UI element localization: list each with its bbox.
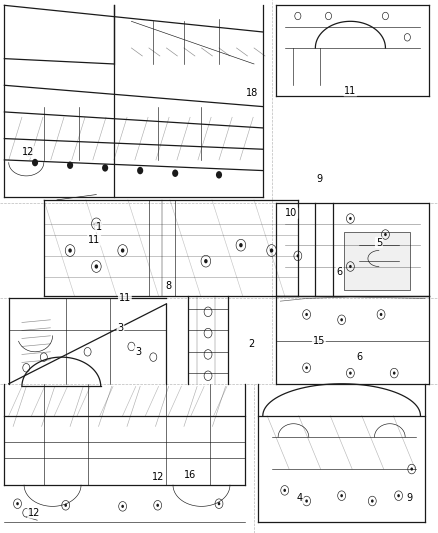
Circle shape (121, 505, 124, 508)
Circle shape (283, 489, 286, 492)
Text: 12: 12 (152, 472, 164, 482)
Circle shape (121, 248, 124, 253)
Text: 11: 11 (88, 235, 100, 245)
Text: 9: 9 (406, 494, 413, 503)
Circle shape (156, 504, 159, 507)
Circle shape (239, 243, 243, 247)
FancyBboxPatch shape (344, 232, 410, 290)
Circle shape (270, 248, 273, 253)
Text: 6: 6 (336, 267, 343, 277)
Text: 12: 12 (28, 508, 40, 518)
Text: 11: 11 (119, 294, 131, 303)
Circle shape (172, 169, 178, 177)
Circle shape (340, 318, 343, 321)
Circle shape (349, 372, 352, 375)
Text: 9: 9 (317, 174, 323, 183)
Text: 8: 8 (166, 281, 172, 291)
Circle shape (204, 259, 208, 263)
Circle shape (371, 499, 374, 503)
Circle shape (397, 494, 400, 497)
Circle shape (393, 372, 396, 375)
Text: 15: 15 (313, 336, 325, 346)
Circle shape (305, 313, 308, 316)
Circle shape (102, 164, 108, 172)
Text: 2: 2 (249, 339, 255, 349)
Circle shape (16, 502, 19, 505)
Text: 3: 3 (117, 323, 124, 333)
Circle shape (380, 313, 382, 316)
Text: 12: 12 (22, 147, 35, 157)
Text: 10: 10 (285, 208, 297, 218)
Circle shape (95, 264, 98, 269)
Circle shape (137, 167, 143, 174)
Circle shape (305, 499, 308, 503)
Circle shape (216, 171, 222, 179)
Text: 5: 5 (376, 238, 382, 247)
Circle shape (349, 217, 352, 220)
Circle shape (218, 502, 220, 505)
Circle shape (410, 467, 413, 471)
Circle shape (340, 494, 343, 497)
Circle shape (64, 504, 67, 507)
Text: 3: 3 (135, 347, 141, 357)
Text: 4: 4 (297, 494, 303, 503)
Text: 1: 1 (95, 222, 102, 231)
Text: 16: 16 (184, 471, 197, 480)
Text: 18: 18 (246, 88, 258, 98)
Circle shape (67, 161, 73, 169)
Circle shape (384, 233, 387, 236)
Circle shape (32, 159, 38, 166)
Circle shape (68, 248, 72, 253)
Text: 6: 6 (356, 352, 362, 362)
Circle shape (95, 222, 98, 226)
Circle shape (297, 254, 299, 257)
Circle shape (349, 265, 352, 268)
Text: 11: 11 (344, 86, 357, 95)
Circle shape (305, 366, 308, 369)
